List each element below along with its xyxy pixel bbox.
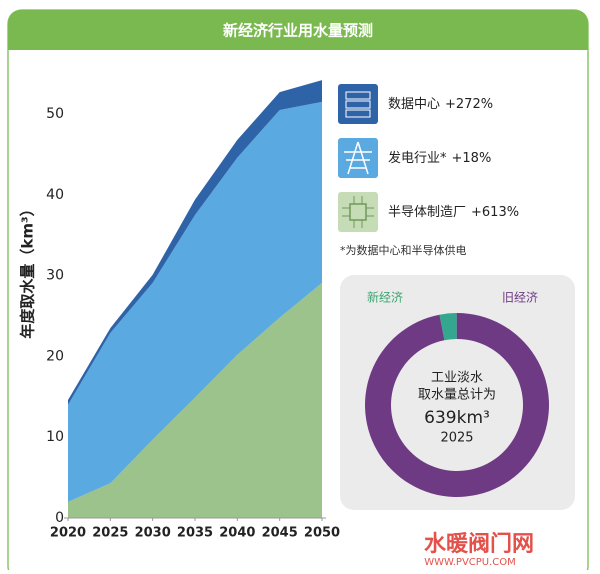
y-tick-label: 40	[46, 187, 64, 203]
area	[68, 282, 322, 518]
legend-change: +272%	[445, 97, 493, 112]
icon-line	[345, 91, 371, 100]
x-tick-label: 2045	[262, 526, 298, 541]
donut-center-text: 工业淡水	[431, 371, 483, 386]
donut-center-text: 2025	[440, 431, 473, 446]
icon-chip	[338, 192, 378, 232]
legend-name: 发电行业*	[388, 150, 447, 166]
header-bar	[8, 10, 588, 50]
donut-label: 旧经济	[502, 290, 538, 305]
watermark-url: WWW.PVCPU.COM	[424, 557, 516, 568]
legend-label: 半导体制造厂 +613%	[388, 205, 519, 220]
footnote: *为数据中心和半导体供电	[340, 243, 467, 257]
icon-server	[338, 84, 378, 124]
icon-line	[345, 109, 371, 118]
x-tick-label: 2035	[177, 526, 213, 541]
y-tick-label: 50	[46, 106, 64, 122]
title: 新经济行业用水量预测	[223, 22, 373, 40]
watermark: 水暖阀门网	[424, 531, 534, 557]
legend-label: 数据中心 +272%	[388, 97, 493, 112]
x-tick-label: 2030	[135, 526, 171, 541]
y-tick-label: 0	[55, 510, 64, 526]
donut-label: 新经济	[367, 290, 403, 305]
y-tick-label: 20	[46, 348, 64, 364]
icon-line	[344, 141, 372, 175]
y-tick-label: 30	[46, 268, 64, 284]
donut-slice	[439, 313, 457, 341]
x-tick-label: 2020	[50, 526, 86, 541]
x-tick-label: 2025	[92, 526, 128, 541]
y-axis-label: 年度取水量（km³）	[19, 201, 37, 338]
legend-change: +613%	[471, 205, 519, 220]
legend-icons	[338, 84, 378, 232]
area	[68, 101, 322, 502]
icon-line	[342, 196, 374, 228]
legend-name: 半导体制造厂	[388, 205, 466, 220]
donut-center-text: 取水量总计为	[418, 388, 496, 403]
icon-tower	[338, 138, 378, 178]
legend-label: 发电行业* +18%	[388, 150, 491, 166]
y-tick-label: 10	[46, 429, 64, 445]
legend-name: 数据中心	[388, 97, 440, 112]
icon-line	[349, 203, 367, 221]
donut-center-text: 639km³	[424, 408, 490, 428]
x-tick-label: 2040	[219, 526, 255, 541]
icon-line	[345, 100, 371, 109]
legend-change: +18%	[452, 151, 492, 166]
x-tick-label: 2050	[304, 526, 340, 541]
